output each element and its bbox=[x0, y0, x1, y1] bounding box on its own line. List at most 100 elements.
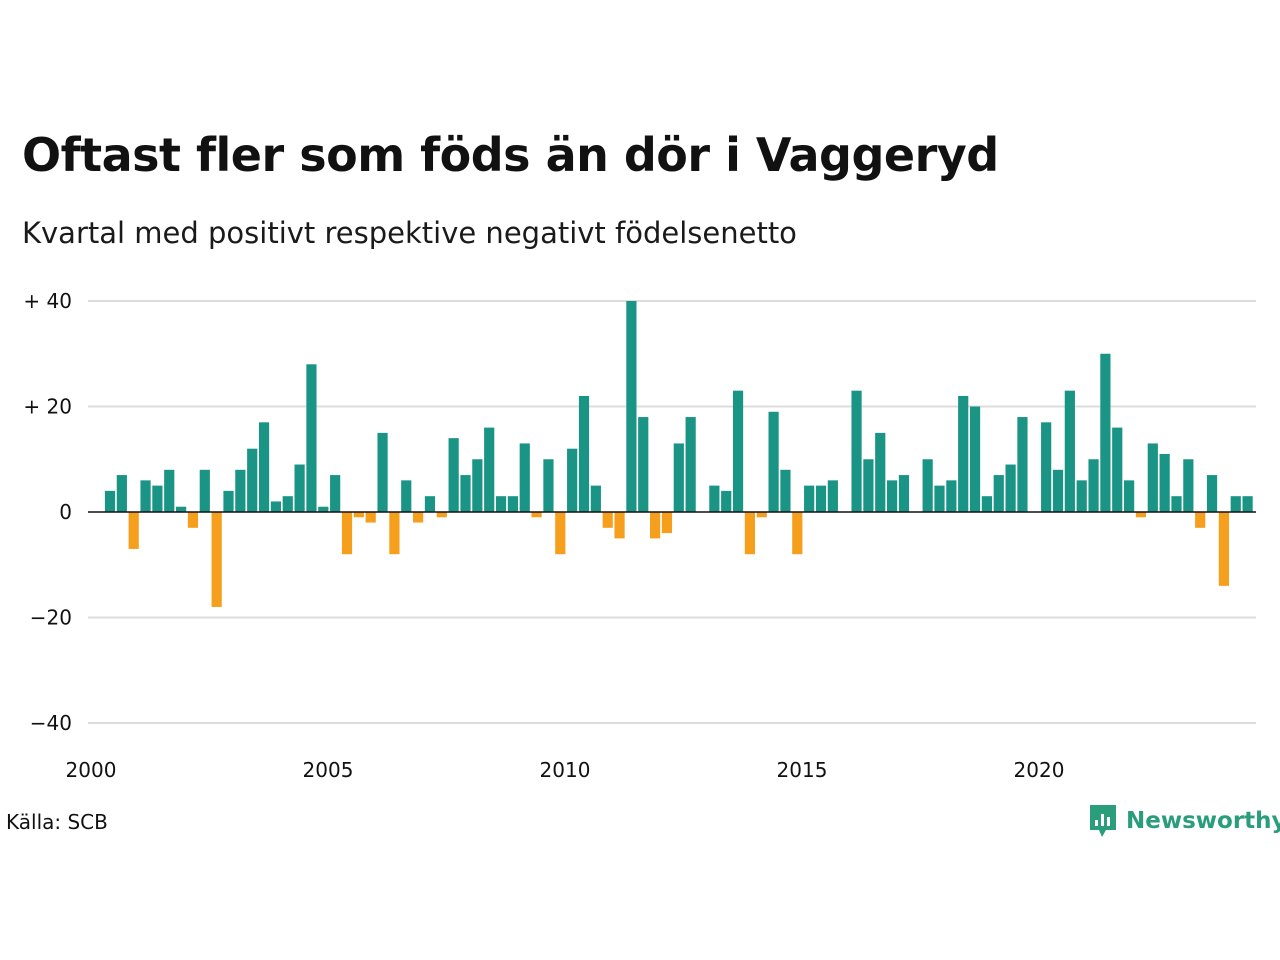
bar bbox=[247, 448, 258, 512]
bar bbox=[887, 480, 898, 512]
bar bbox=[164, 469, 175, 512]
bar bbox=[732, 390, 744, 512]
bar bbox=[294, 464, 305, 512]
y-tick-label: + 20 bbox=[23, 395, 72, 419]
bar bbox=[1076, 480, 1087, 512]
brand-logo: Newsworthy bbox=[1088, 803, 1280, 839]
bar bbox=[495, 496, 507, 512]
bar bbox=[567, 448, 578, 512]
bar bbox=[673, 443, 684, 512]
x-tick-label: 2000 bbox=[66, 758, 117, 782]
bar bbox=[851, 390, 862, 512]
bar bbox=[1242, 496, 1253, 512]
bar bbox=[413, 512, 424, 523]
bar bbox=[484, 427, 495, 512]
bar bbox=[1183, 459, 1194, 512]
bar bbox=[1017, 417, 1028, 512]
chart-title: Oftast fler som föds än dör i Vaggeryd bbox=[22, 128, 999, 182]
bar bbox=[1147, 443, 1158, 512]
bar bbox=[863, 459, 874, 512]
source-note: Källa: SCB bbox=[6, 810, 108, 834]
bar bbox=[140, 480, 151, 512]
bar bbox=[1206, 475, 1218, 512]
bar bbox=[365, 512, 376, 523]
bar bbox=[555, 512, 566, 555]
bar bbox=[685, 417, 696, 512]
y-tick-label: −20 bbox=[30, 606, 72, 630]
bar bbox=[128, 512, 139, 549]
bar bbox=[519, 443, 530, 512]
bar bbox=[1230, 496, 1241, 512]
chart-subtitle: Kvartal med positivt respektive negativt… bbox=[22, 216, 797, 250]
x-tick-label: 2010 bbox=[540, 758, 591, 782]
x-tick-label: 2005 bbox=[303, 758, 354, 782]
bar bbox=[756, 512, 767, 518]
bar bbox=[1218, 512, 1229, 586]
y-tick-label: + 40 bbox=[23, 289, 72, 313]
bar bbox=[176, 506, 187, 512]
bar bbox=[306, 364, 317, 512]
bar bbox=[827, 480, 838, 512]
bar bbox=[1135, 512, 1147, 518]
bar bbox=[424, 496, 436, 512]
bar bbox=[270, 501, 281, 512]
bar bbox=[199, 469, 210, 512]
bar bbox=[721, 490, 732, 512]
bar bbox=[507, 496, 518, 512]
y-tick-label: 0 bbox=[59, 500, 72, 524]
bar bbox=[353, 512, 364, 518]
bar bbox=[472, 459, 483, 512]
bar bbox=[330, 475, 341, 512]
bar bbox=[1064, 390, 1075, 512]
bar bbox=[104, 490, 116, 512]
bar bbox=[626, 301, 637, 512]
bar bbox=[448, 438, 459, 512]
bar bbox=[922, 459, 933, 512]
bar bbox=[460, 475, 471, 512]
bar bbox=[792, 512, 803, 555]
x-tick-label: 2020 bbox=[1014, 758, 1065, 782]
bar bbox=[898, 475, 910, 512]
bar bbox=[401, 480, 412, 512]
brand-name: Newsworthy bbox=[1126, 808, 1280, 834]
bar bbox=[1195, 512, 1206, 528]
bars bbox=[104, 301, 1253, 607]
grid-lines bbox=[88, 300, 1256, 724]
axes: + 40 + 20 0 −20 −40 2000 2005 2010 2015 2020 bbox=[23, 289, 1256, 782]
bar bbox=[258, 422, 270, 512]
bar bbox=[1052, 469, 1064, 512]
bar bbox=[211, 512, 222, 607]
bar bbox=[578, 395, 590, 512]
bar bbox=[768, 411, 779, 512]
bar bbox=[377, 432, 388, 512]
bar bbox=[1124, 480, 1135, 512]
bar bbox=[1159, 453, 1170, 512]
bar bbox=[958, 395, 969, 512]
bar bbox=[969, 406, 981, 512]
bar bbox=[709, 485, 720, 512]
bar bbox=[531, 512, 542, 518]
bar bbox=[1100, 353, 1111, 512]
bar bbox=[436, 512, 447, 518]
bar bbox=[804, 485, 815, 512]
bar bbox=[1112, 427, 1123, 512]
bar bbox=[946, 480, 957, 512]
bar bbox=[981, 496, 992, 512]
bar bbox=[638, 417, 649, 512]
bar bbox=[590, 485, 601, 512]
bar bbox=[650, 512, 661, 539]
bar bbox=[1041, 422, 1052, 512]
bar bbox=[815, 485, 827, 512]
x-tick-label: 2015 bbox=[777, 758, 828, 782]
bar bbox=[341, 512, 353, 555]
bar bbox=[934, 485, 945, 512]
bar bbox=[389, 512, 400, 555]
bar bbox=[1005, 464, 1016, 512]
bar bbox=[1171, 496, 1182, 512]
bar bbox=[614, 512, 625, 539]
bar bbox=[282, 496, 293, 512]
bar bbox=[116, 475, 127, 512]
bar bbox=[602, 512, 613, 528]
bar bbox=[1088, 459, 1099, 512]
